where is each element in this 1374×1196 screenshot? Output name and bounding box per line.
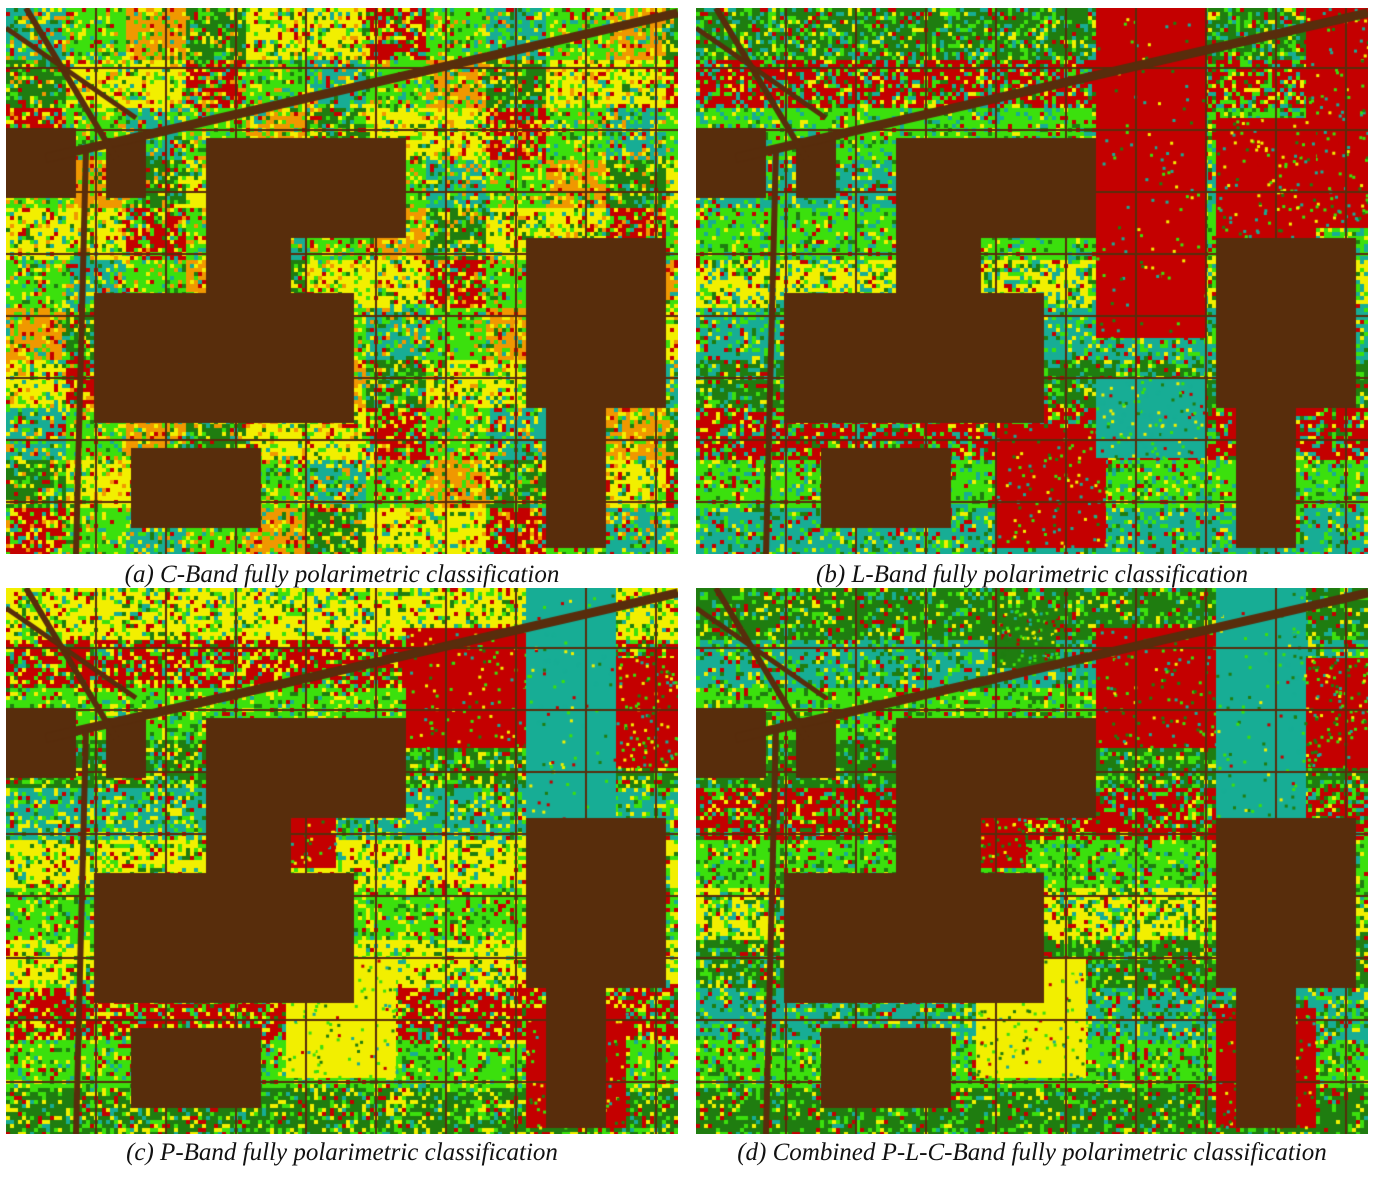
classification-map-canvas	[6, 588, 678, 1134]
caption-c-band: (a) C-Band fully polarimetric classifica…	[124, 561, 560, 588]
classification-map-canvas	[6, 8, 678, 554]
classification-map-canvas	[696, 588, 1368, 1134]
caption-l-band: (b) L-Band fully polarimetric classifica…	[816, 561, 1248, 588]
classification-map-p-band	[6, 588, 678, 1134]
classification-map-canvas	[696, 8, 1368, 554]
caption-combined: (d) Combined P-L-C-Band fully polarimetr…	[737, 1139, 1327, 1166]
classification-map-c-band	[6, 8, 678, 554]
classification-map-combined	[696, 588, 1368, 1134]
caption-p-band: (c) P-Band fully polarimetric classifica…	[126, 1139, 558, 1166]
classification-map-l-band	[696, 8, 1368, 554]
